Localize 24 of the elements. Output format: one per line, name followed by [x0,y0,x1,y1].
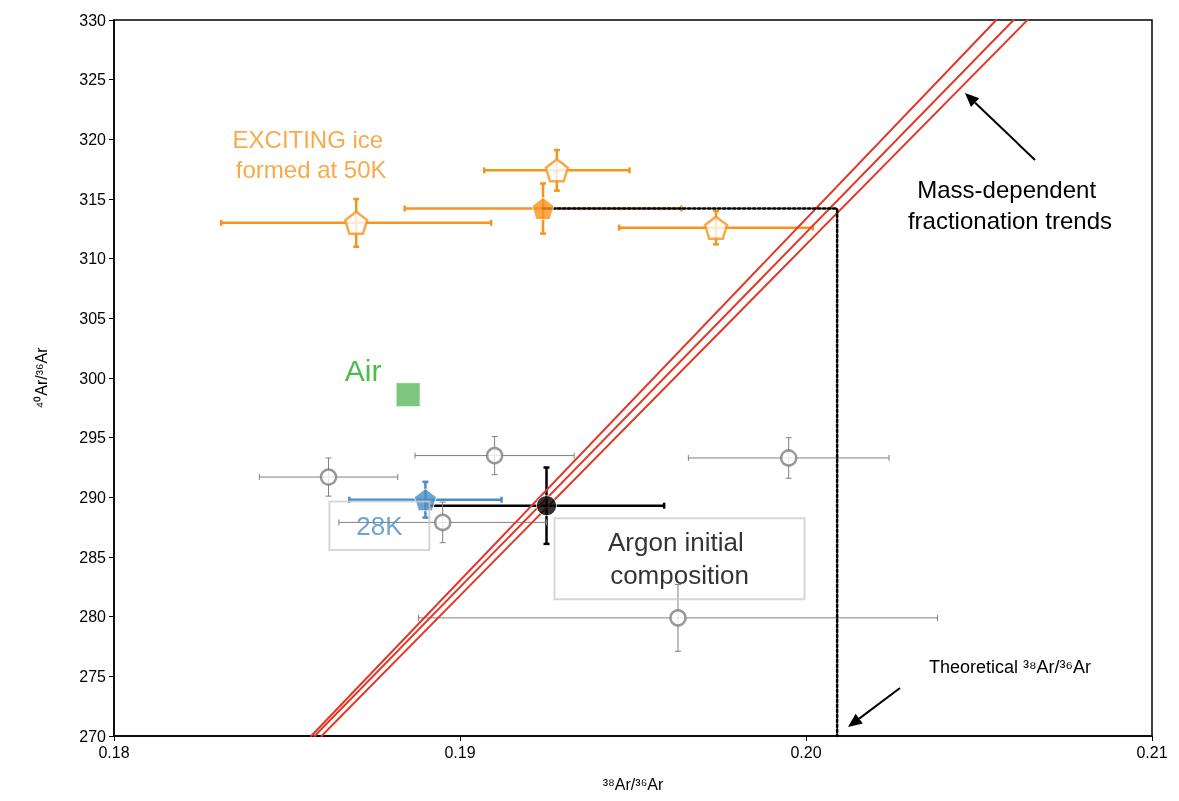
x-tick-label: 0.21 [1136,743,1168,761]
y-tick-label: 310 [79,250,107,268]
series-label: Air [344,354,382,388]
annotation: Mass-dependent fractionation trends [907,175,1113,235]
y-tick-label: 315 [79,190,107,208]
series-label: EXCITING ice formed at 50K [232,126,390,184]
y-tick-label: 285 [79,548,107,566]
y-tick-label: 290 [79,488,107,506]
y-tick-label: 305 [79,309,107,327]
x-tick-label: 0.18 [98,743,130,761]
x-tick-label: 0.20 [790,743,822,761]
y-tick-label: 295 [79,429,107,447]
x-axis-title: ³⁸Ar/³⁶Ar [602,775,664,793]
y-tick-label: 320 [79,130,107,148]
y-tick-label: 330 [79,11,107,29]
y-tick-label: 270 [79,727,107,745]
y-tick-label: 275 [79,667,107,685]
y-axis-title: ⁴⁰Ar/³⁶Ar [32,346,50,409]
y-tick-label: 280 [79,608,107,626]
x-tick-label: 0.19 [444,743,476,761]
text: Argon initial composition [607,527,752,590]
y-tick-label: 325 [79,71,107,89]
annotation: Theoretical ³⁸Ar/³⁶Ar [928,657,1092,677]
y-tick-label: 300 [79,369,107,387]
